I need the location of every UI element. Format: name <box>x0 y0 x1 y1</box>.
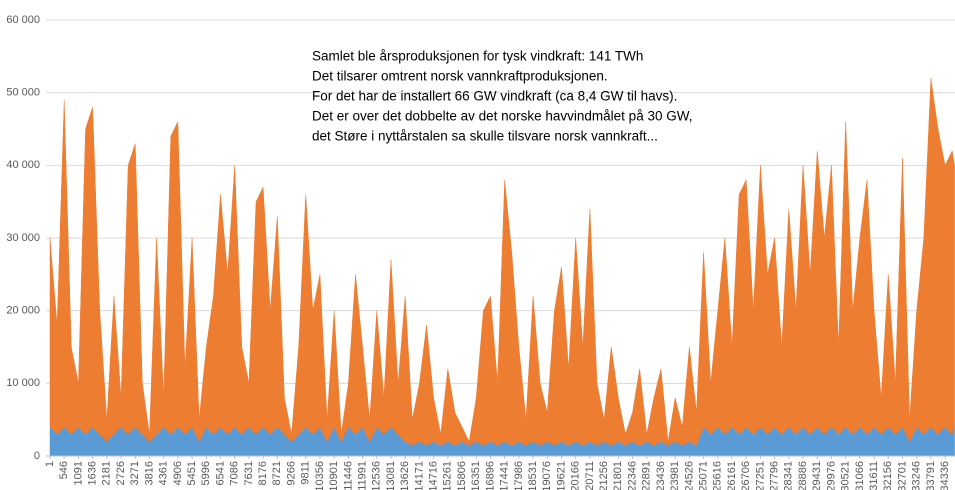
x-tick-label: 22346 <box>626 461 638 490</box>
x-tick-label: 1 <box>44 461 56 467</box>
x-tick-label: 8721 <box>271 461 283 485</box>
x-tick-label: 5996 <box>200 461 212 485</box>
x-tick-label: 2181 <box>101 461 113 485</box>
x-tick-label: 30521 <box>840 461 852 490</box>
x-tick-label: 6541 <box>214 461 226 485</box>
x-tick-label: 31611 <box>868 461 880 490</box>
x-tick-label: 24526 <box>683 461 695 490</box>
x-tick-label: 14716 <box>428 461 440 490</box>
x-tick-label: 12536 <box>371 461 383 490</box>
x-tick-label: 11991 <box>356 461 368 490</box>
x-tick-label: 7086 <box>229 461 241 485</box>
x-tick-label: 33791 <box>925 461 937 490</box>
y-tick-label: 0 <box>34 450 40 462</box>
annotation-line: Det er over det dobbelte av det norske h… <box>312 109 692 124</box>
x-tick-label: 32156 <box>882 461 894 490</box>
x-tick-label: 1091 <box>72 461 84 485</box>
x-tick-label: 25071 <box>697 461 709 490</box>
y-tick-label: 10 000 <box>6 377 40 389</box>
annotation-line: For det har de installert 66 GW vindkraf… <box>312 89 677 104</box>
x-tick-label: 21801 <box>612 461 624 490</box>
x-tick-label: 14171 <box>413 461 425 490</box>
x-tick-label: 26706 <box>740 461 752 490</box>
x-tick-label: 31066 <box>854 461 866 490</box>
y-tick-label: 30 000 <box>6 232 40 244</box>
x-tick-label: 7631 <box>243 461 255 485</box>
annotation-line: Samlet ble årsproduksjonen for tysk vind… <box>312 49 643 64</box>
y-tick-label: 50 000 <box>6 87 40 99</box>
x-tick-label: 5451 <box>186 461 198 485</box>
x-tick-label: 4361 <box>158 461 170 485</box>
x-tick-label: 29976 <box>825 461 837 490</box>
x-tick-label: 25616 <box>712 461 724 490</box>
x-tick-label: 3271 <box>129 461 141 485</box>
y-tick-label: 60 000 <box>6 14 40 26</box>
x-tick-label: 28341 <box>783 461 795 490</box>
x-tick-label: 2726 <box>115 461 127 485</box>
x-tick-label: 26161 <box>726 461 738 490</box>
x-tick-label: 13081 <box>385 461 397 490</box>
x-tick-label: 4906 <box>172 461 184 485</box>
x-tick-label: 18531 <box>527 461 539 490</box>
x-tick-label: 10901 <box>328 461 340 490</box>
x-tick-label: 34336 <box>939 461 951 490</box>
x-tick-label: 33246 <box>911 461 923 490</box>
y-tick-label: 40 000 <box>6 159 40 171</box>
x-tick-label: 9811 <box>300 461 312 485</box>
y-tick-label: 20 000 <box>6 305 40 317</box>
x-tick-label: 22891 <box>641 461 653 490</box>
x-tick-label: 27796 <box>769 461 781 490</box>
x-tick-label: 13626 <box>399 461 411 490</box>
x-tick-label: 29431 <box>811 461 823 490</box>
x-tick-label: 17441 <box>499 461 511 490</box>
x-tick-label: 8176 <box>257 461 269 485</box>
x-tick-label: 11446 <box>342 461 354 490</box>
x-tick-label: 20711 <box>584 461 596 490</box>
x-tick-label: 20166 <box>570 461 582 490</box>
x-tick-label: 9266 <box>285 461 297 485</box>
x-tick-label: 10356 <box>314 461 326 490</box>
x-tick-label: 15806 <box>456 461 468 490</box>
x-tick-label: 21256 <box>598 461 610 490</box>
x-tick-label: 15261 <box>442 461 454 490</box>
x-tick-label: 16896 <box>484 461 496 490</box>
x-tick-label: 546 <box>58 461 70 479</box>
x-tick-label: 16351 <box>470 461 482 490</box>
x-tick-label: 23436 <box>655 461 667 490</box>
annotation-line: det Støre i nyttårstalen sa skulle tilsv… <box>312 129 658 144</box>
x-tick-label: 28886 <box>797 461 809 490</box>
x-tick-label: 19076 <box>541 461 553 490</box>
x-tick-label: 17986 <box>513 461 525 490</box>
annotation-line: Det tilsarer omtrent norsk vannkraftprod… <box>312 69 608 84</box>
x-tick-label: 27251 <box>754 461 766 490</box>
x-tick-label: 23981 <box>669 461 681 490</box>
x-tick-label: 3816 <box>143 461 155 485</box>
x-tick-label: 1636 <box>87 461 99 485</box>
x-tick-label: 32701 <box>896 461 908 490</box>
x-tick-label: 19621 <box>555 461 567 490</box>
